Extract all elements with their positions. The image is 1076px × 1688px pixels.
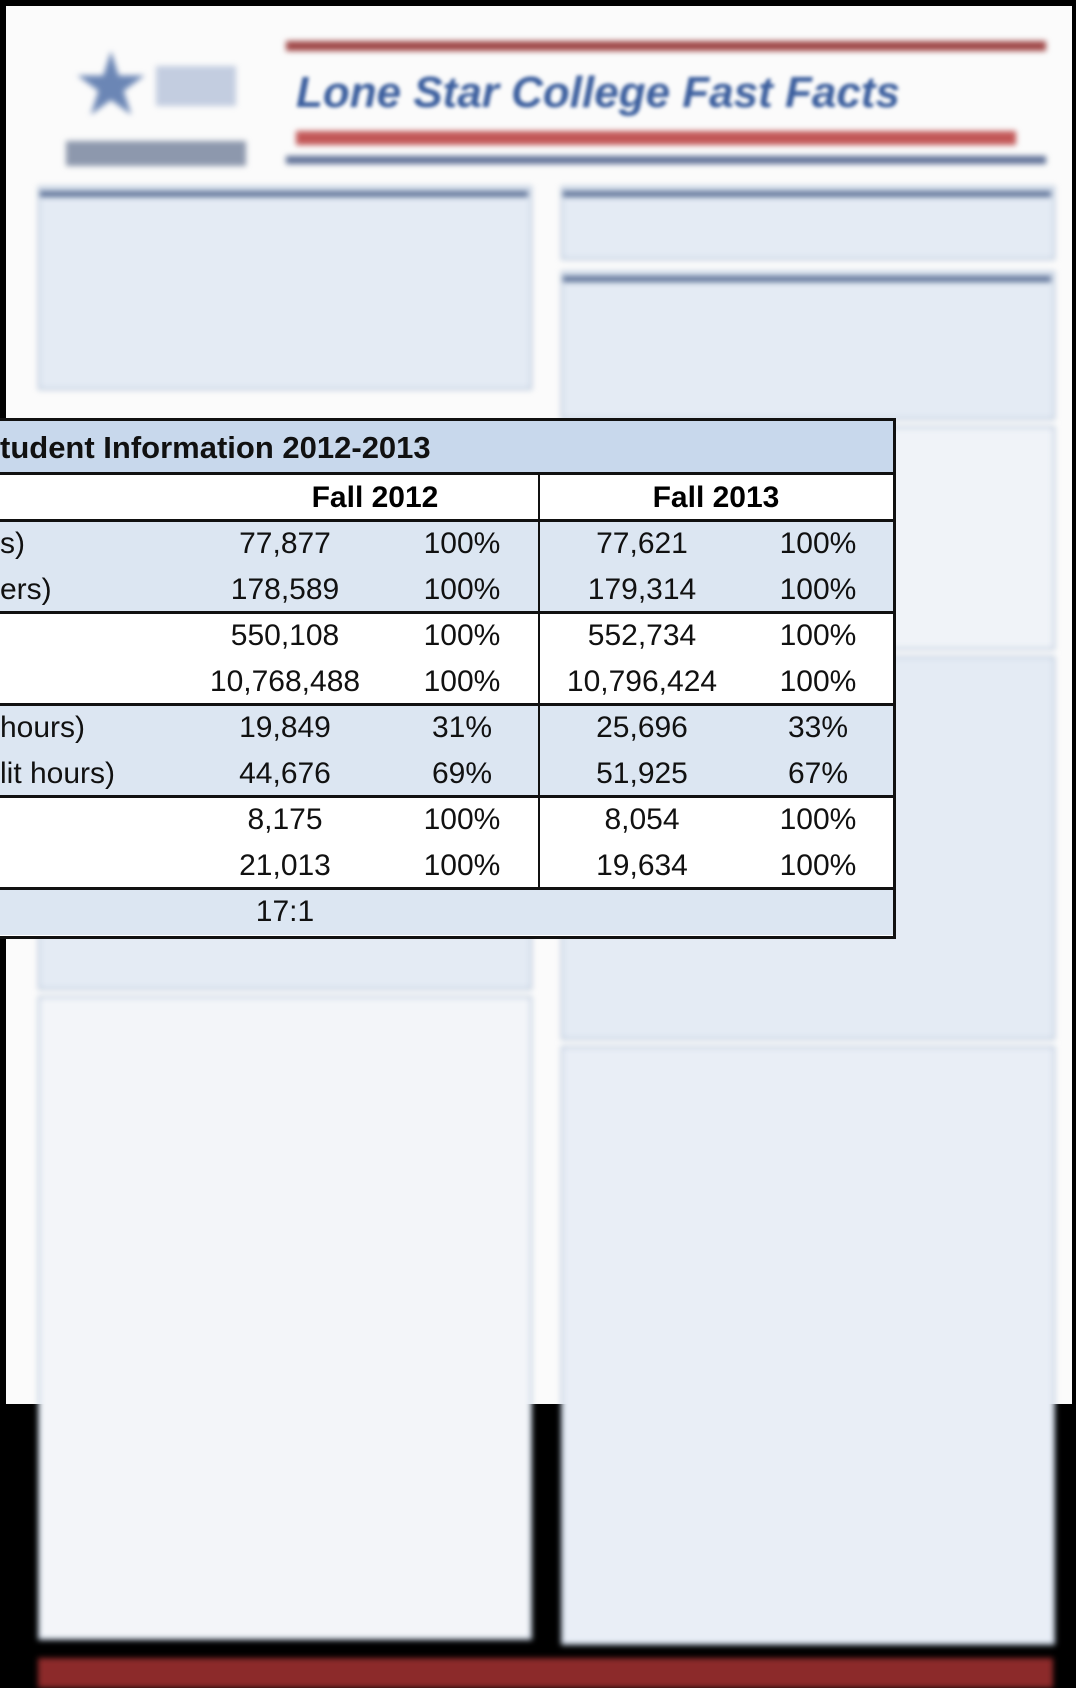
cell: 100%	[779, 665, 857, 698]
group-rule	[0, 703, 893, 706]
group-rule	[0, 887, 893, 890]
row-band	[0, 797, 893, 843]
row-band	[0, 843, 893, 889]
cell: 77,877	[239, 527, 331, 560]
row-band	[0, 567, 893, 613]
row-label: ers)	[0, 573, 52, 606]
cell: 19,849	[239, 711, 331, 744]
row-label: s)	[0, 527, 25, 560]
cell: 100%	[423, 527, 501, 560]
cell: 100%	[779, 803, 857, 836]
column-divider	[538, 475, 540, 889]
row-band	[0, 659, 893, 705]
header-rule	[286, 41, 1046, 51]
cell: 19,634	[596, 849, 688, 882]
cell: 178,589	[230, 573, 340, 606]
cell: 33%	[787, 711, 849, 744]
header-rule	[286, 156, 1046, 164]
cell: 51,925	[596, 757, 688, 790]
cell: 100%	[779, 619, 857, 652]
cell: 69%	[431, 757, 493, 790]
cell: 10,796,424	[566, 665, 718, 698]
cell: 100%	[423, 573, 501, 606]
row-band	[0, 705, 893, 751]
cell: 25,696	[596, 711, 688, 744]
title-band	[0, 421, 893, 475]
zoomed-table: tudent Information 2012-2013 Fall 2012 Fal…	[0, 418, 896, 939]
row-band	[0, 751, 893, 797]
cell: 552,734	[587, 619, 697, 652]
cell: 17:1	[255, 895, 315, 928]
cell: 77,621	[596, 527, 688, 560]
cell: 100%	[423, 803, 501, 836]
title: Lone Star College Fast Facts	[296, 68, 900, 117]
table-title: tudent Information 2012-2013	[0, 430, 431, 465]
cell: 100%	[423, 619, 501, 652]
cell: 8,054	[604, 803, 680, 836]
cell: 31%	[431, 711, 493, 744]
cell: 100%	[779, 527, 857, 560]
row-label: hours)	[0, 711, 86, 744]
group-rule	[0, 795, 893, 798]
row-band	[0, 521, 893, 567]
cell: 100%	[779, 849, 857, 882]
cell: 100%	[423, 665, 501, 698]
cell: 100%	[779, 573, 857, 606]
address	[296, 131, 1016, 145]
cell: 67%	[787, 757, 849, 790]
screen: Lone Star College Fast Facts tudent Info…	[0, 6, 1072, 1688]
column-header: Fall 2013	[652, 481, 780, 514]
header-rule	[0, 519, 893, 521]
logo	[56, 41, 256, 181]
row-band	[0, 889, 893, 935]
cell: 550,108	[230, 619, 340, 652]
cell: 179,314	[587, 573, 697, 606]
cell: 100%	[423, 849, 501, 882]
cell: 21,013	[239, 849, 331, 882]
column-header: Fall 2012	[311, 481, 439, 514]
cell: 8,175	[247, 803, 323, 836]
cell: 10,768,488	[209, 665, 361, 698]
cell: 44,676	[239, 757, 331, 790]
row-band	[0, 613, 893, 659]
row-label: lit hours)	[0, 757, 116, 790]
group-rule	[0, 611, 893, 614]
